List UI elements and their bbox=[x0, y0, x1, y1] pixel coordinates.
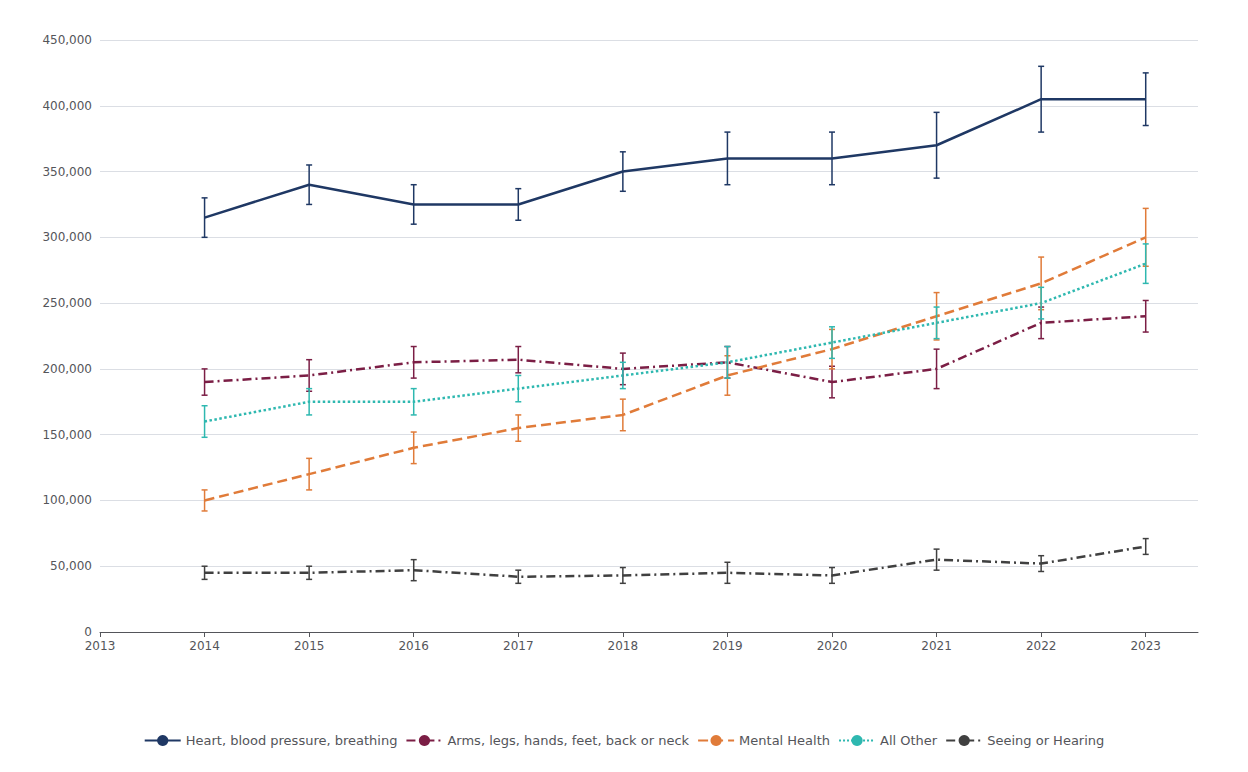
svg-text:2019: 2019 bbox=[712, 639, 743, 653]
svg-text:Seeing or Hearing: Seeing or Hearing bbox=[987, 733, 1104, 748]
svg-text:400,000: 400,000 bbox=[42, 99, 92, 113]
svg-text:2015: 2015 bbox=[294, 639, 325, 653]
svg-text:250,000: 250,000 bbox=[42, 296, 92, 310]
svg-text:450,000: 450,000 bbox=[42, 33, 92, 47]
svg-text:Heart, blood pressure, breathi: Heart, blood pressure, breathing bbox=[186, 733, 398, 748]
svg-text:2021: 2021 bbox=[921, 639, 952, 653]
svg-text:Arms, legs, hands, feet, back: Arms, legs, hands, feet, back or neck bbox=[447, 733, 689, 748]
svg-text:2017: 2017 bbox=[503, 639, 534, 653]
svg-text:150,000: 150,000 bbox=[42, 428, 92, 442]
svg-text:2013: 2013 bbox=[85, 639, 116, 653]
svg-text:100,000: 100,000 bbox=[42, 493, 92, 507]
svg-text:2014: 2014 bbox=[189, 639, 220, 653]
svg-text:2016: 2016 bbox=[398, 639, 429, 653]
svg-text:350,000: 350,000 bbox=[42, 165, 92, 179]
svg-text:Mental Health: Mental Health bbox=[739, 733, 830, 748]
svg-text:2018: 2018 bbox=[608, 639, 639, 653]
svg-text:200,000: 200,000 bbox=[42, 362, 92, 376]
svg-text:2022: 2022 bbox=[1026, 639, 1057, 653]
svg-text:All Other: All Other bbox=[880, 733, 938, 748]
svg-text:0: 0 bbox=[84, 625, 92, 639]
svg-text:300,000: 300,000 bbox=[42, 230, 92, 244]
svg-text:2023: 2023 bbox=[1130, 639, 1161, 653]
svg-text:50,000: 50,000 bbox=[50, 559, 92, 573]
svg-text:2020: 2020 bbox=[817, 639, 848, 653]
